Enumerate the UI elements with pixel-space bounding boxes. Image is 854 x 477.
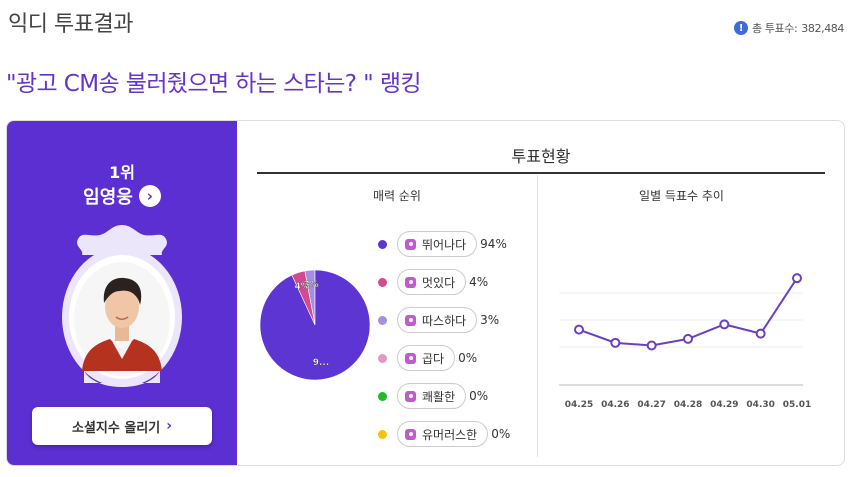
legend-percent: 94% xyxy=(480,237,507,251)
trend-point-04.30 xyxy=(755,328,766,339)
trend-point-04.26 xyxy=(610,337,621,348)
legend-item[interactable]: 유머러스한 0% xyxy=(375,415,510,453)
legend-label: 곱다 xyxy=(422,351,445,366)
tag-badge-icon xyxy=(405,352,416,364)
legend-item[interactable]: 뛰어나다 94% xyxy=(375,225,510,263)
charm-legend: 뛰어나다 94% 멋있다 4% 따스하다 3% 곱다 0% 쾌활한 0% 유머러스한 0% xyxy=(375,225,510,453)
legend-tag[interactable]: 멋있다 xyxy=(397,269,467,295)
legend-percent: 0% xyxy=(491,427,511,441)
vote-status-title: 투표현황 xyxy=(511,147,571,166)
pie-label-멋있다: 4% xyxy=(295,282,310,292)
legend-dot[interactable] xyxy=(378,429,387,439)
legend-tag[interactable]: 유머러스한 xyxy=(397,421,489,447)
legend-dot[interactable] xyxy=(378,277,387,287)
legend-item[interactable]: 곱다 0% xyxy=(375,339,510,377)
legend-tag[interactable]: 쾌활한 xyxy=(397,383,467,409)
tag-badge-icon xyxy=(405,314,416,326)
legend-percent: 4% xyxy=(469,275,489,289)
tag-badge-icon xyxy=(405,276,416,288)
tag-badge-icon xyxy=(405,428,416,440)
legend-percent: 0% xyxy=(458,351,478,365)
trend-point-05.01 xyxy=(792,273,802,284)
legend-dot[interactable] xyxy=(378,239,387,249)
total-votes: ! 총 투표수: 382,484 xyxy=(734,20,844,36)
tag-badge-icon xyxy=(405,238,416,250)
legend-item[interactable]: 멋있다 4% xyxy=(375,263,510,301)
tag-badge-icon xyxy=(405,390,416,402)
page-title: 익디 투표결과 xyxy=(8,12,133,37)
section-divider xyxy=(537,175,538,457)
rank-label: 1위 xyxy=(109,163,135,182)
winner-photo-frame xyxy=(62,225,182,387)
legend-label: 유머러스한 xyxy=(422,427,478,442)
winner-name[interactable]: 임영웅 xyxy=(83,187,133,208)
legend-tag[interactable]: 따스하다 xyxy=(397,307,478,333)
charm-pie-chart: 3%4% 9... xyxy=(259,269,371,381)
pie-label-뛰어나다: 9... xyxy=(313,358,330,368)
pie-slice-뛰어나다 xyxy=(259,269,371,381)
result-card: 1위 임영웅 › 소셜지수 올리기 › 투표현황 매력 순위 일별 득표 xyxy=(6,120,845,466)
trend-point-04.27 xyxy=(646,340,657,351)
vote-status-rule xyxy=(257,172,825,174)
legend-tag[interactable]: 곱다 xyxy=(397,345,456,371)
x-tick-label: 04.27 xyxy=(637,400,665,410)
legend-percent: 0% xyxy=(469,389,489,403)
x-tick-label: 04.29 xyxy=(710,400,738,410)
daily-trend-chart: 04.25 04.26 04.27 04.28 04.29 04.30 05.01 xyxy=(559,273,811,410)
legend-percent: 3% xyxy=(480,313,500,327)
daily-trend-title: 일별 득표수 추이 xyxy=(639,189,724,203)
ranking-title: "광고 CM송 불러줬으면 하는 스타는? " 랭킹 xyxy=(6,71,422,97)
cheer-button[interactable]: 소셜지수 올리기 › xyxy=(32,407,212,445)
legend-dot[interactable] xyxy=(378,391,387,401)
legend-dot[interactable] xyxy=(378,315,387,325)
winner-name-row[interactable]: 임영웅 › xyxy=(7,183,237,209)
chevron-right-icon[interactable]: › xyxy=(138,185,161,207)
chevron-right-icon: › xyxy=(166,418,173,434)
legend-label: 뛰어나다 xyxy=(422,237,467,252)
legend-item[interactable]: 쾌활한 0% xyxy=(375,377,510,415)
x-tick-label: 04.28 xyxy=(674,400,702,410)
legend-label: 쾌활한 xyxy=(422,389,456,404)
charm-rank-title: 매력 순위 xyxy=(373,189,421,203)
x-tick-label: 04.30 xyxy=(746,400,774,410)
trend-point-04.29 xyxy=(719,319,730,330)
x-tick-label: 05.01 xyxy=(783,400,811,410)
trend-point-04.28 xyxy=(683,333,693,344)
info-circle-icon[interactable]: ! xyxy=(734,21,748,35)
total-votes-value: 382,484 xyxy=(801,21,844,35)
legend-item[interactable]: 따스하다 3% xyxy=(375,301,510,339)
pie-label-따스하다: 3% xyxy=(303,280,318,290)
legend-label: 따스하다 xyxy=(422,313,467,328)
cheer-button-label: 소셜지수 올리기 xyxy=(71,420,161,436)
legend-dot[interactable] xyxy=(378,353,387,363)
winner-panel: 1위 임영웅 › 소셜지수 올리기 › xyxy=(7,121,237,465)
x-tick-label: 04.25 xyxy=(565,400,593,410)
trend-point-04.25 xyxy=(574,324,584,335)
total-votes-label: 총 투표수: xyxy=(752,22,798,35)
legend-tag[interactable]: 뛰어나다 xyxy=(397,231,478,257)
x-tick-label: 04.26 xyxy=(601,400,629,410)
legend-label: 멋있다 xyxy=(422,275,456,290)
